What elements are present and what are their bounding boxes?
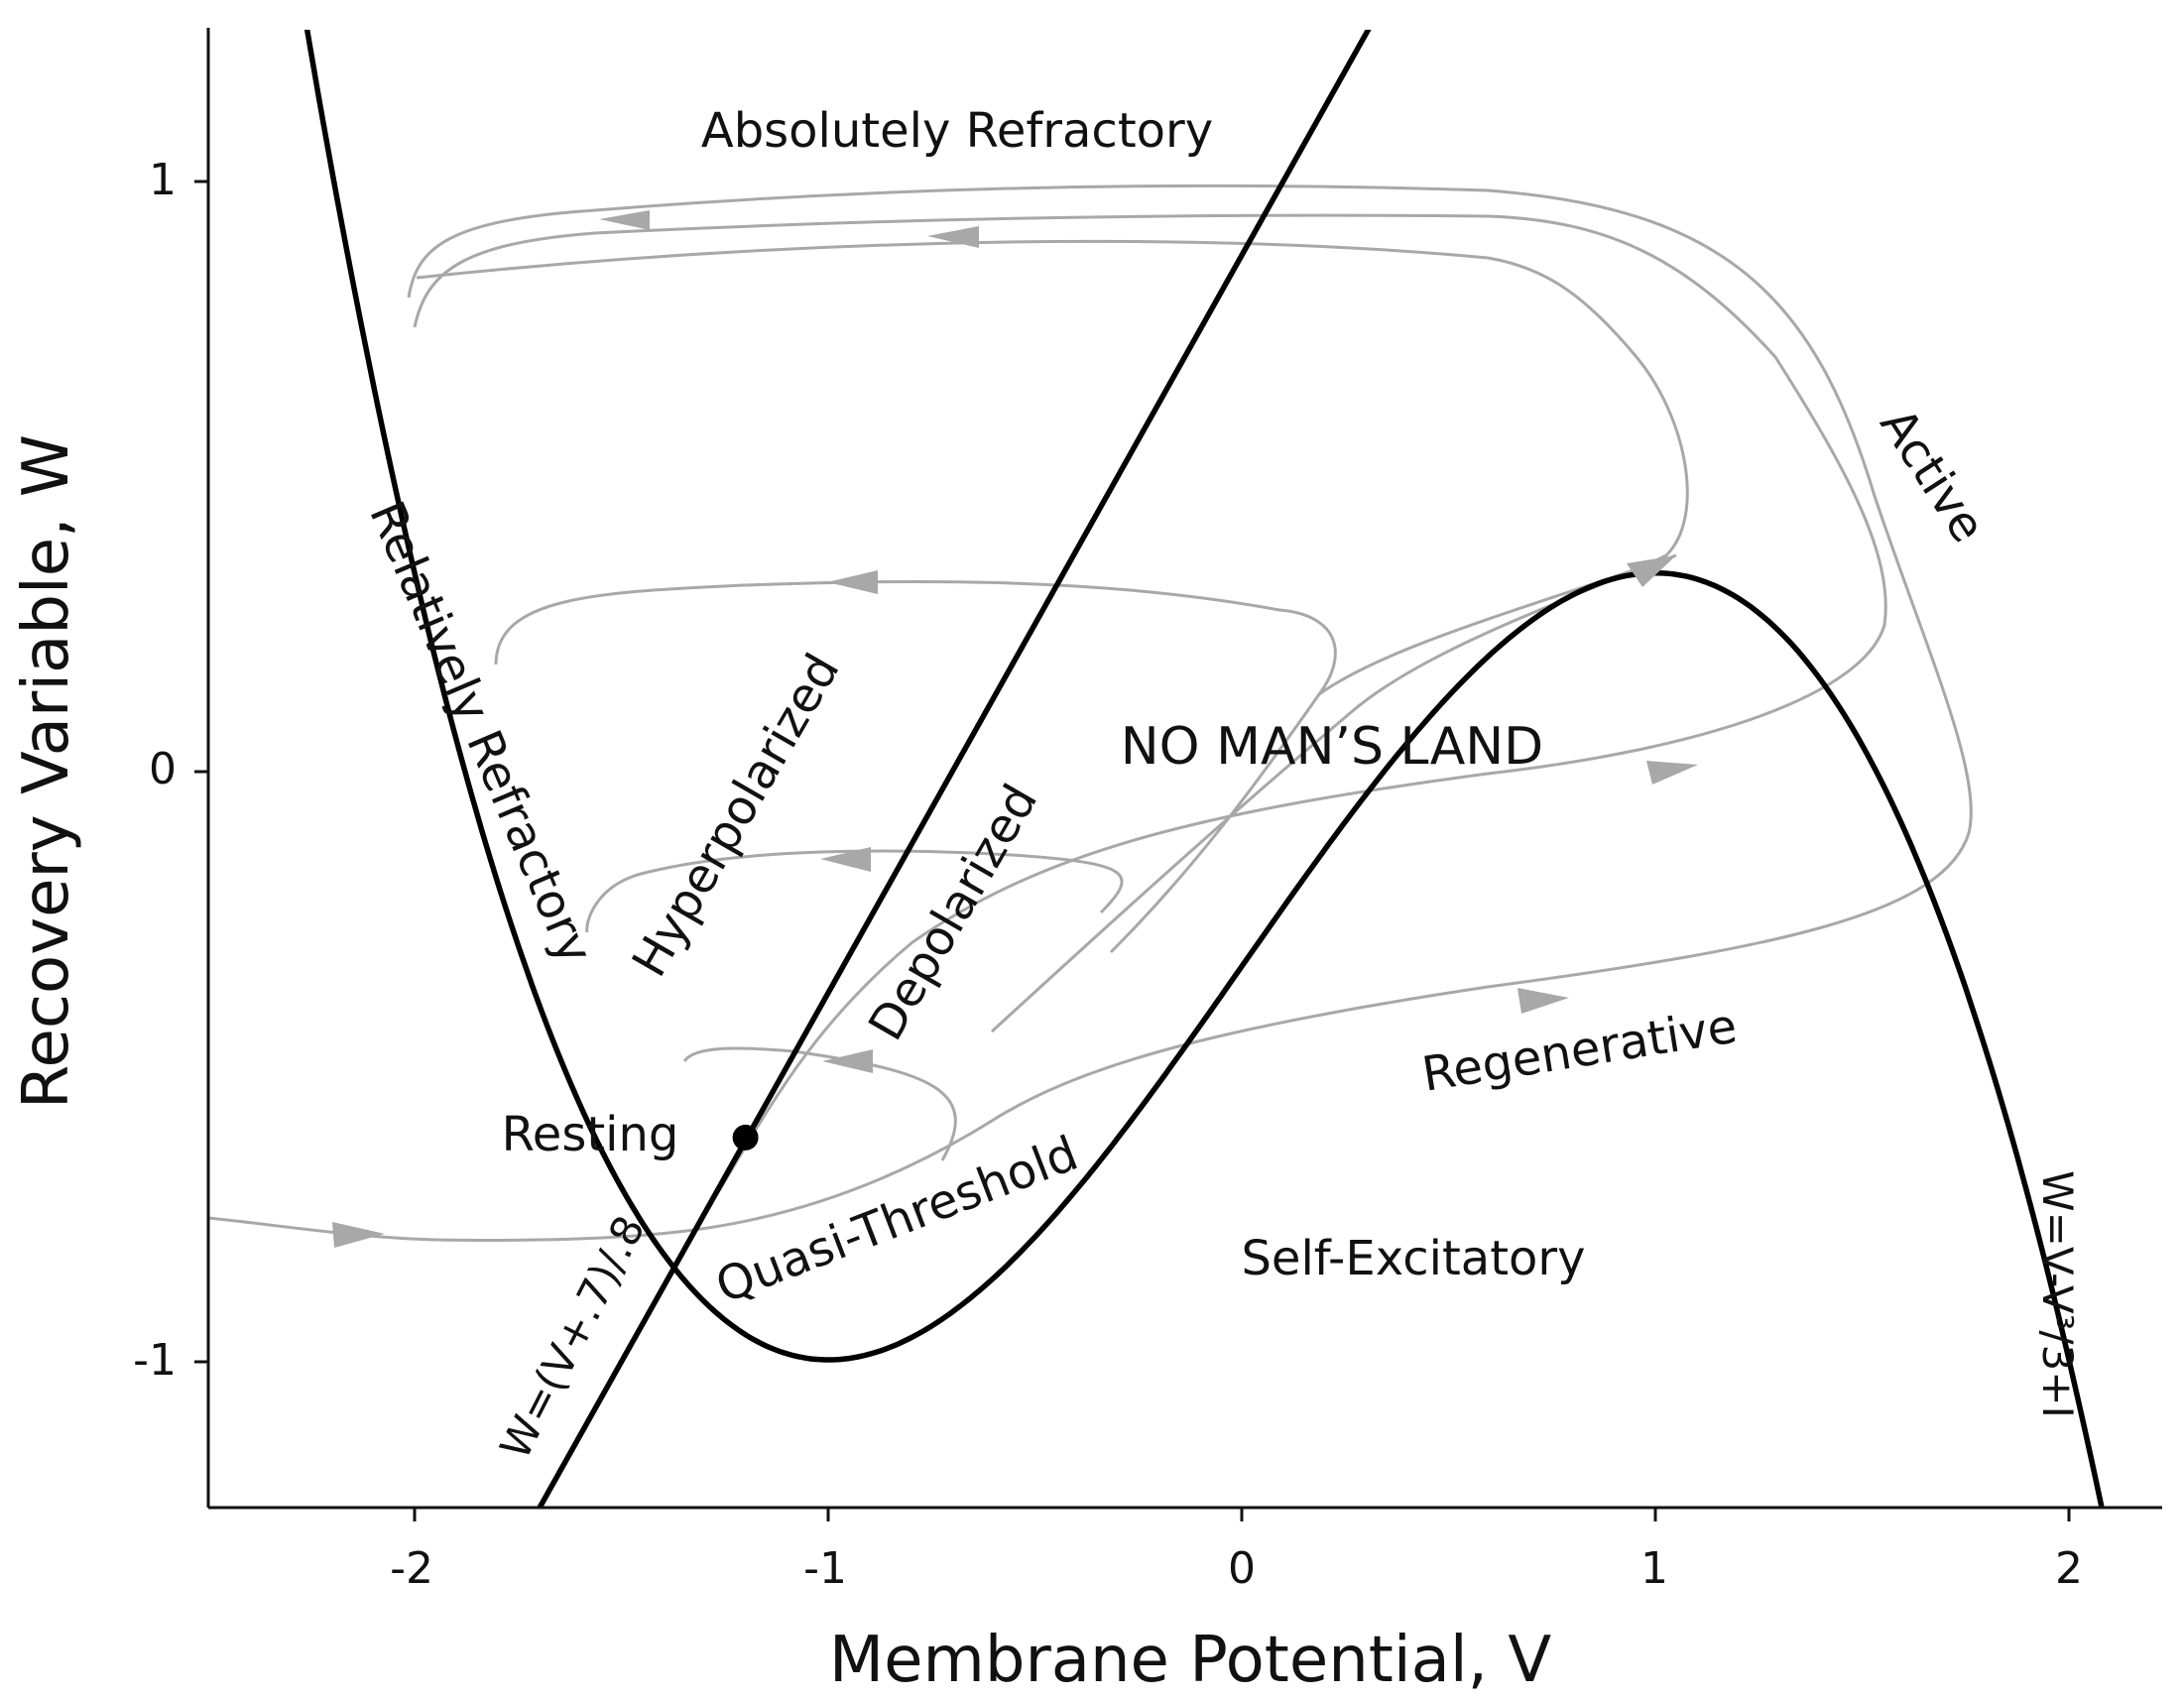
y-tick-label: -1 (133, 1335, 177, 1386)
arrow-left-1 (599, 210, 650, 230)
label-depolarized: Depolarized (858, 776, 1048, 1050)
arrow-left-3 (827, 570, 878, 594)
w-nullcline-equation: W=(V+.7)/.8 (490, 1208, 654, 1467)
trajectory-second-loop (413, 213, 1887, 1231)
equilibrium-point (732, 1124, 759, 1151)
x-tick-label: -2 (390, 1543, 433, 1594)
w-nullcline-line (536, 30, 1372, 1508)
x-axis-title: Membrane Potential, V (829, 1624, 1551, 1696)
axes (194, 28, 2162, 1521)
label-no-mans-land: NO MAN’S LAND (1121, 717, 1543, 777)
v-nullcline-equation: W=V-V³/3+I (2033, 1170, 2082, 1418)
arrow-right-2 (1517, 988, 1569, 1014)
label-self-excitatory: Self-Excitatory (1241, 1231, 1585, 1286)
trajectory-resting-loop (682, 1046, 957, 1161)
arrow-left-4 (820, 847, 871, 872)
arrow-right-3 (1646, 761, 1698, 785)
label-regenerative: Regenerative (1418, 999, 1741, 1103)
arrow-left-2 (927, 226, 979, 248)
x-tick-label: 1 (1640, 1543, 1668, 1594)
label-quasi-threshold: Quasi-Threshold (708, 1126, 1085, 1314)
label-hyperpolarized: Hyperpolarized (622, 645, 851, 986)
arrow-left-5 (822, 1049, 873, 1073)
label-absolutely-refractory: Absolutely Refractory (701, 103, 1213, 159)
x-tick-label: -1 (803, 1543, 847, 1594)
x-tick-label: 2 (2055, 1543, 2083, 1594)
y-tick-label: 1 (149, 155, 177, 205)
nullclines (303, 30, 2105, 1508)
trajectory-third-loop (416, 239, 1689, 1033)
arrow-right-4 (1627, 555, 1676, 587)
y-axis-title: Recovery Variable, W (10, 434, 83, 1109)
trajectory-arrows (332, 210, 1698, 1248)
v-nullcline-curve (303, 30, 2105, 1508)
trajectory-depolarized (585, 849, 1124, 933)
label-resting: Resting (502, 1107, 679, 1162)
trajectories (207, 183, 1973, 1243)
x-tick-label: 0 (1228, 1543, 1256, 1594)
label-active: Active (1870, 399, 1997, 552)
trajectory-outer-loop (207, 183, 1973, 1243)
y-tick-label: 0 (149, 744, 177, 794)
arrow-right-1 (332, 1222, 385, 1248)
label-relatively-refractory: Relatively Refractory (358, 494, 603, 972)
trajectory-hyperpolarized (494, 579, 1337, 954)
